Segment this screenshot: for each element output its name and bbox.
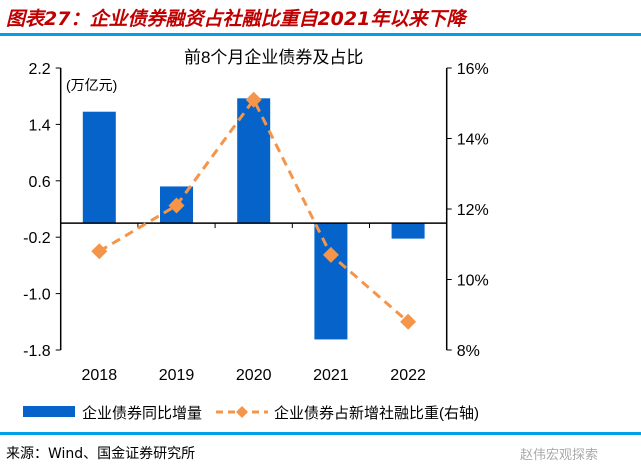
right-tick-label: 12% <box>457 202 489 219</box>
line-marker-2021 <box>322 246 339 263</box>
x-tick-label: 2021 <box>313 367 349 384</box>
x-tick-label: 2022 <box>390 367 426 384</box>
figure-title: 图表27：企业债券融资占社融比重自2021年以来下降 <box>6 8 466 30</box>
legend-bar-label: 企业债券同比增量 <box>82 404 202 422</box>
right-tick-label: 8% <box>457 343 480 360</box>
left-axis-unit: (万亿元) <box>66 77 117 93</box>
line-marker-2022 <box>400 313 417 330</box>
left-tick-label: 1.4 <box>28 117 50 134</box>
legend-line-label: 企业债券占新增社融比重(右轴) <box>274 404 479 422</box>
left-tick-label: -0.2 <box>23 230 51 247</box>
chart: 前8个月企业债券及占比 (万亿元) 2.2 1.4 0.6 -0.2 -1.0 -1.8 16%… <box>23 48 489 422</box>
bar-2021 <box>314 223 348 340</box>
left-tick-label: 2.2 <box>28 61 50 78</box>
legend-bar-swatch <box>23 406 75 417</box>
source-note: 来源：Wind、国金证券研究所 <box>6 446 196 462</box>
legend-line-marker <box>236 406 248 418</box>
x-tick-label: 2020 <box>236 367 272 384</box>
chart-title: 前8个月企业债券及占比 <box>184 48 363 67</box>
left-tick-label: -1.0 <box>23 287 51 304</box>
top-divider <box>0 33 641 36</box>
left-tick-label: 0.6 <box>28 174 50 191</box>
line-series <box>98 96 410 323</box>
line-marker-2018 <box>91 243 108 260</box>
right-tick-label: 10% <box>457 273 489 290</box>
line-marker-2019 <box>168 197 185 214</box>
right-tick-label: 14% <box>457 132 489 149</box>
x-tick-label: 2019 <box>159 367 195 384</box>
left-tick-label: -1.8 <box>23 343 51 360</box>
bar-2022 <box>391 223 425 239</box>
bottom-divider <box>0 432 641 435</box>
bar-2018 <box>82 111 116 224</box>
right-tick-label: 16% <box>457 61 489 78</box>
x-tick-label: 2018 <box>82 367 118 384</box>
line-marker-2020 <box>245 91 262 108</box>
watermark: 赵伟宏观探索 <box>520 448 599 463</box>
